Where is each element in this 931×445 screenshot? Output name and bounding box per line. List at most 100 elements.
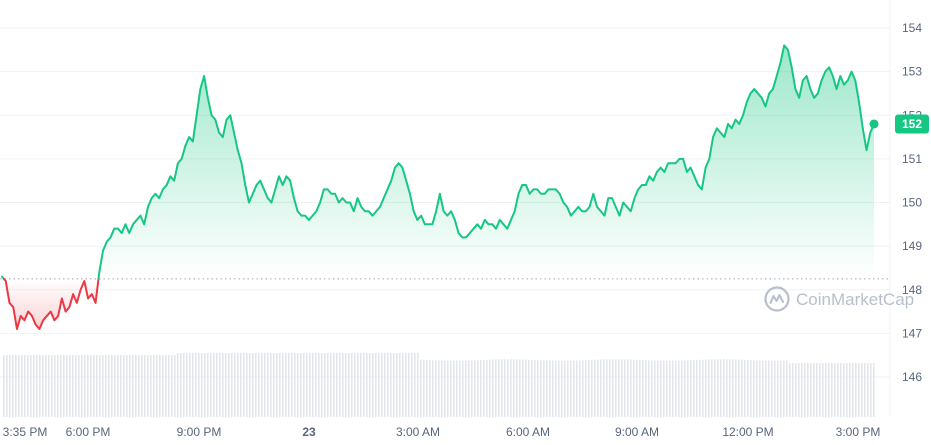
volume-bar [258,353,260,417]
volume-bar [507,359,509,417]
x-tick-label: 9:00 AM [615,425,659,439]
coinmarketcap-logo-icon [764,286,790,312]
volume-bar [468,360,470,417]
volume-bar [183,353,185,417]
volume-bar [228,353,230,417]
volume-bar [120,355,122,417]
volume-bar [216,353,218,417]
volume-bar [831,363,833,417]
volume-bar [84,355,86,417]
volume-bar [129,355,131,417]
volume-bar [597,359,599,417]
volume-bar [375,353,377,417]
volume-bar [18,355,20,417]
volume-bar [279,353,281,417]
volume-bar [309,353,311,417]
volume-bar [45,355,47,417]
volume-bar [225,353,227,417]
volume-bar [273,353,275,417]
volume-bar [459,360,461,417]
volume-bar [849,363,851,417]
volume-bar [798,363,800,417]
volume-bar [564,360,566,417]
volume-bar [645,360,647,417]
volume-bar [414,353,416,417]
volume-bars [3,353,875,417]
volume-bar [372,353,374,417]
y-tick-label: 146 [902,370,922,384]
volume-bar [873,363,875,417]
volume-bar [474,360,476,417]
volume-bar [546,360,548,417]
volume-bar [852,363,854,417]
watermark-text: CoinMarketCap [796,290,914,309]
volume-bar [189,353,191,417]
volume-bar [462,360,464,417]
volume-bar [618,359,620,417]
volume-bar [870,363,872,417]
volume-bar [522,359,524,417]
volume-bar [147,355,149,417]
volume-bar [732,359,734,417]
volume-bar [636,359,638,417]
volume-bar [699,359,701,417]
x-tick-label: 9:00 PM [177,425,222,439]
volume-bar [324,353,326,417]
volume-bar [567,360,569,417]
volume-bar [606,359,608,417]
volume-bar [588,359,590,417]
volume-bar [282,353,284,417]
volume-bar [195,353,197,417]
volume-bar [99,355,101,417]
current-price-dot [869,119,879,129]
volume-bar [840,363,842,417]
volume-bar [237,353,239,417]
volume-bar [12,355,14,417]
volume-bar [393,353,395,417]
volume-bar [255,353,257,417]
volume-bar [612,359,614,417]
volume-bar [456,360,458,417]
volume-bar [696,359,698,417]
volume-bar [555,360,557,417]
volume-bar [69,355,71,417]
volume-bar [123,355,125,417]
volume-bar [450,360,452,417]
volume-bar [534,359,536,417]
volume-bar [834,363,836,417]
volume-bar [861,363,863,417]
volume-bar [192,353,194,417]
volume-bar [531,359,533,417]
volume-bar [246,353,248,417]
volume-bar [795,363,797,417]
volume-bar [486,359,488,417]
volume-bar [102,355,104,417]
y-axis-ticks: 146 147 148 149 150 151 152 153 154 [902,21,922,384]
volume-bar [576,360,578,417]
price-badge: 152 [895,114,929,134]
volume-bar [549,360,551,417]
volume-bar [336,353,338,417]
volume-bar [825,363,827,417]
volume-bar [630,359,632,417]
volume-bar [390,353,392,417]
price-line-down [2,277,100,331]
price-line-up [97,44,875,280]
volume-bar [708,359,710,417]
volume-bar [591,359,593,417]
volume-bar [504,359,506,417]
volume-bar [39,355,41,417]
volume-bar [306,353,308,417]
volume-bar [276,353,278,417]
volume-bar [96,355,98,417]
volume-bar [108,355,110,417]
volume-bar [243,353,245,417]
volume-bar [624,359,626,417]
volume-bar [675,360,677,417]
volume-bar [444,360,446,417]
current-price-marker [869,119,879,129]
volume-bar [582,360,584,417]
volume-bar [168,355,170,417]
